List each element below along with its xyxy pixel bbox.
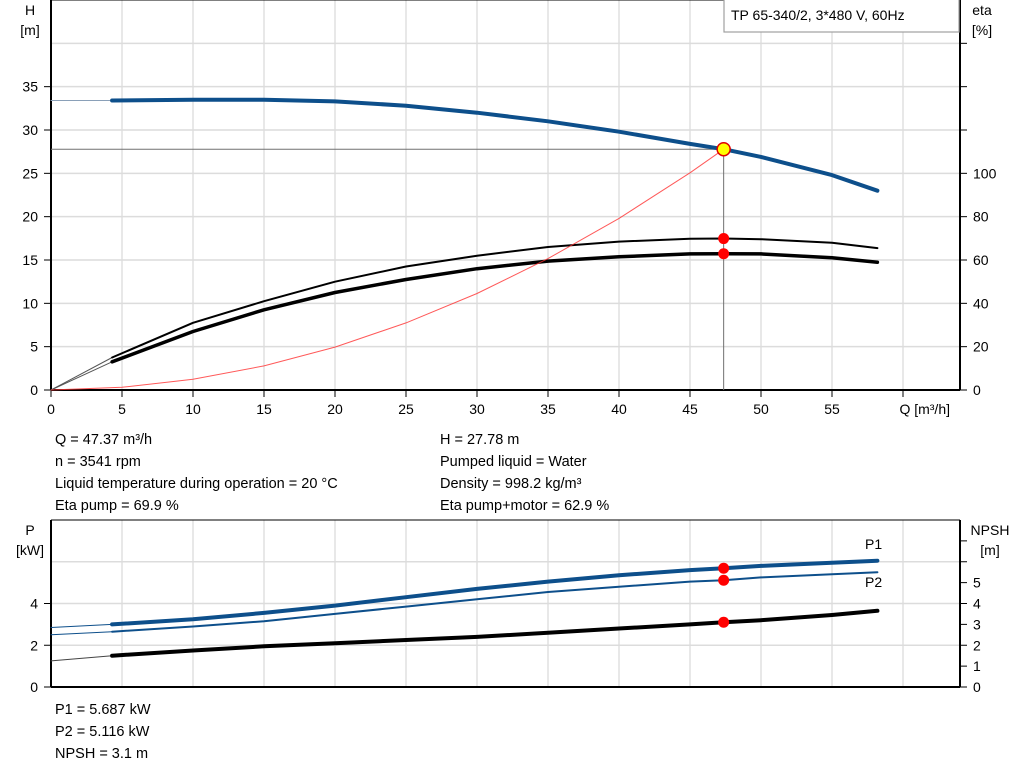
x-tick-label: 15 (256, 401, 272, 417)
y-tick-label: 0 (30, 382, 38, 398)
p1-marker (718, 562, 730, 574)
p2-curve (111, 571, 879, 633)
p2-marker (718, 574, 730, 586)
y-tick-label: 35 (22, 79, 38, 95)
y-axis-label: H (25, 2, 35, 18)
y2-tick-label: 100 (973, 165, 997, 181)
x-tick-label: 45 (682, 401, 698, 417)
x-tick-label: 40 (611, 401, 627, 417)
info-eta-total: Eta pump+motor = 62.9 % (440, 498, 610, 514)
x-tick-label: 0 (47, 401, 55, 417)
p2-label: P2 (865, 574, 882, 590)
x-tick-label: 50 (753, 401, 769, 417)
npsh-marker (718, 616, 730, 628)
eta-pump-curve (111, 237, 879, 359)
y-tick-label: 0 (30, 679, 38, 695)
y-axis-label: [m] (20, 22, 39, 38)
info-h: H = 27.78 m (440, 432, 520, 448)
y2-axis-label: eta (972, 2, 992, 18)
y2-tick-label: 1 (973, 658, 981, 674)
info-q: Q = 47.37 m³/h (55, 432, 153, 448)
x-tick-label: 5 (118, 401, 126, 417)
info-p1: P1 = 5.687 kW (55, 702, 151, 718)
info-p2: P2 = 5.116 kW (55, 724, 150, 740)
y-axis-label: P (25, 522, 34, 538)
npsh-curve-extension (50, 655, 113, 662)
info-eta-pump: Eta pump = 69.9 % (55, 498, 179, 514)
y-tick-label: 25 (22, 165, 38, 181)
y-axis-label: [kW] (16, 542, 44, 558)
y2-tick-label: 3 (973, 616, 981, 632)
x-tick-label: 55 (824, 401, 840, 417)
p1-curve-extension (50, 623, 113, 628)
y2-tick-label: 0 (973, 382, 981, 398)
y-tick-label: 15 (22, 252, 38, 268)
x-tick-label: 30 (469, 401, 485, 417)
y2-tick-label: 0 (973, 679, 981, 695)
y2-tick-label: 40 (973, 295, 989, 311)
h-curve (110, 97, 880, 193)
x-tick-label: 25 (398, 401, 414, 417)
eta-pump-curve-extension (50, 357, 113, 391)
y2-tick-label: 5 (973, 575, 981, 591)
y-tick-label: 10 (22, 295, 38, 311)
chart-title: TP 65-340/2, 3*480 V, 60Hz (731, 7, 905, 23)
npsh-curve (110, 608, 880, 658)
y2-axis-label: [%] (972, 22, 992, 38)
x-axis-label: Q [m³/h] (899, 401, 950, 417)
y-tick-label: 2 (30, 637, 38, 653)
info-top-right: H = 27.78 m Pumped liquid = Water Densit… (440, 429, 609, 517)
eta-pump-motor-curve-extension (50, 361, 113, 391)
info-bottom: P1 = 5.687 kW P2 = 5.116 kW NPSH = 3.1 m (55, 699, 151, 765)
info-density: Density = 998.2 kg/m³ (440, 476, 582, 492)
y-tick-label: 4 (30, 596, 38, 612)
x-tick-label: 20 (327, 401, 343, 417)
y-tick-label: 5 (30, 339, 38, 355)
y2-axis-label: NPSH (971, 522, 1010, 538)
eta-pump-motor-curve (110, 251, 880, 364)
p2-curve-extension (50, 631, 113, 636)
y2-tick-label: 60 (973, 252, 989, 268)
y2-tick-label: 80 (973, 209, 989, 225)
y-tick-label: 30 (22, 122, 38, 138)
x-tick-label: 10 (185, 401, 201, 417)
y-tick-label: 20 (22, 209, 38, 225)
title-box (723, 0, 960, 33)
y2-tick-label: 20 (973, 339, 989, 355)
y2-axis-label: [m] (980, 542, 999, 558)
y2-tick-label: 4 (973, 596, 981, 612)
p1-curve (110, 558, 880, 627)
info-n: n = 3541 rpm (55, 454, 141, 470)
info-temp: Liquid temperature during operation = 20… (55, 476, 338, 492)
eta-pump-motor-marker (718, 248, 730, 260)
y2-tick-label: 2 (973, 637, 981, 653)
info-liquid: Pumped liquid = Water (440, 454, 587, 470)
info-top-left: Q = 47.37 m³/h n = 3541 rpm Liquid tempe… (55, 429, 338, 517)
info-npsh: NPSH = 3.1 m (55, 746, 149, 762)
operating-point-marker (716, 141, 731, 157)
system-curve (50, 148, 725, 391)
eta-pump-marker (718, 233, 730, 245)
x-tick-label: 35 (540, 401, 556, 417)
p1-label: P1 (865, 536, 882, 552)
